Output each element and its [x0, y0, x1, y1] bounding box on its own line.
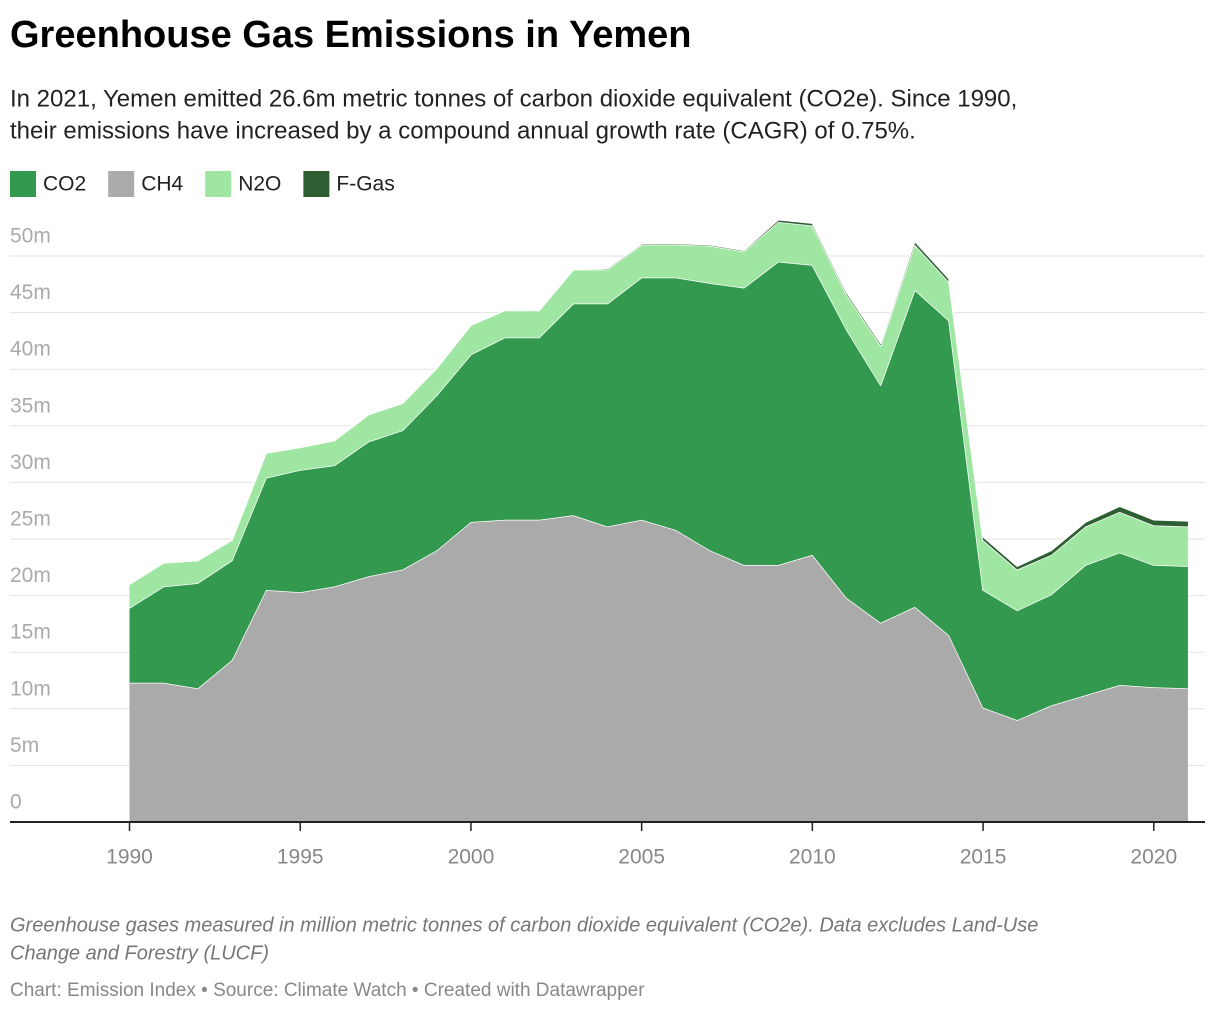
x-tick-label: 2005 — [618, 846, 665, 869]
legend-swatch — [108, 171, 135, 197]
y-tick-label: 5m — [10, 734, 39, 757]
legend-swatch — [205, 171, 232, 197]
note: Change and Forestry (LUCF) — [10, 942, 269, 964]
subtitle: In 2021, Yemen emitted 26.6m metric tonn… — [10, 85, 1017, 112]
x-tick-label: 2010 — [789, 846, 836, 869]
x-tick-label: 1990 — [106, 846, 153, 869]
x-tick-label: 2020 — [1130, 846, 1177, 869]
legend-label: CO2 — [43, 173, 86, 196]
x-tick-label: 2000 — [448, 846, 495, 869]
y-tick-label: 25m — [10, 508, 51, 531]
legend-swatch — [10, 171, 36, 197]
y-tick-label: 20m — [10, 564, 51, 587]
y-tick-label: 30m — [10, 451, 51, 474]
area-edge — [129, 219, 1188, 585]
legend-label: CH4 — [141, 173, 183, 196]
legend-label: N2O — [238, 173, 281, 196]
y-tick-label: 35m — [10, 394, 51, 417]
y-tick-label: 10m — [10, 677, 51, 700]
x-tick-label: 2015 — [960, 846, 1007, 869]
source: Chart: Emission Index • Source: Climate … — [10, 980, 645, 1001]
y-tick-label: 50m — [10, 225, 51, 248]
note: Greenhouse gases measured in million met… — [10, 914, 1038, 936]
y-tick-label: 15m — [10, 621, 51, 644]
chart-title: Greenhouse Gas Emissions in Yemen — [10, 14, 691, 56]
y-tick-label: 40m — [10, 338, 51, 361]
legend-label: F-Gas — [336, 173, 394, 196]
area — [129, 515, 1188, 822]
y-tick-label: 45m — [10, 281, 51, 304]
legend-swatch — [303, 171, 330, 197]
x-tick-label: 1995 — [277, 846, 324, 869]
area — [129, 261, 1188, 721]
subtitle: their emissions have increased by a comp… — [10, 117, 916, 144]
y-tick-label: 0 — [10, 791, 22, 814]
